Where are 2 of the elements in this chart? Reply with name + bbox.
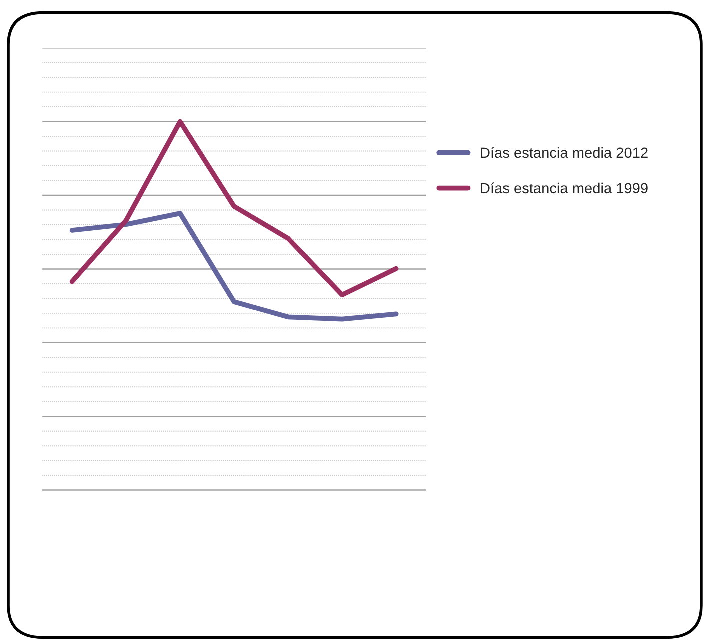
legend-label: Días estancia media 1999 xyxy=(481,182,648,194)
legend-label: Días estancia media 2012 xyxy=(481,147,648,158)
